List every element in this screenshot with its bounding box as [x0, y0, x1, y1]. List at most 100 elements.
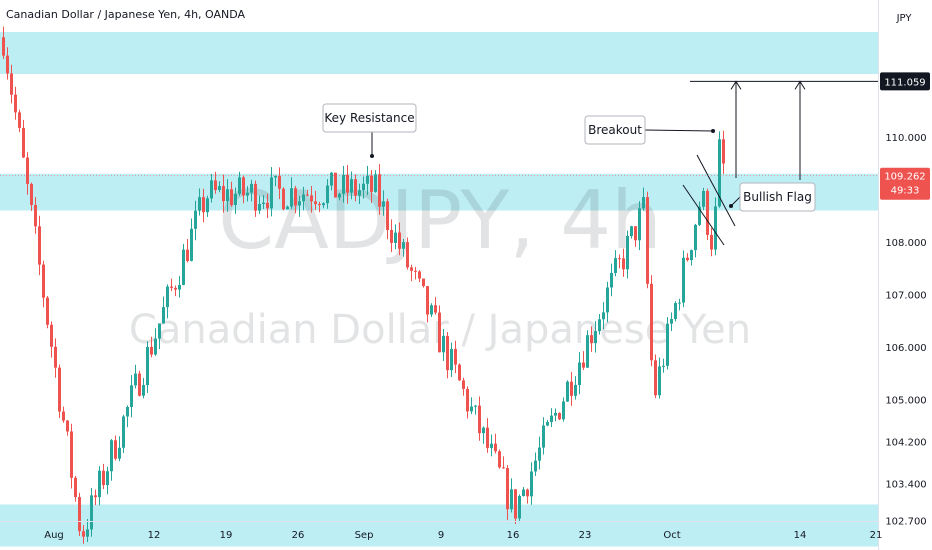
candle: [394, 224, 397, 250]
currency-label[interactable]: JPY: [896, 13, 913, 24]
candle: [378, 164, 381, 215]
candle: [290, 177, 293, 209]
candle: [670, 312, 673, 332]
candle: [178, 276, 181, 298]
zone-2: [0, 504, 878, 547]
candle: [658, 357, 661, 399]
candle: [626, 230, 629, 279]
candle: [270, 166, 273, 217]
zone-0: [0, 32, 878, 74]
candle: [598, 313, 601, 335]
candle: [6, 47, 9, 80]
time-tick-label: 19: [220, 530, 233, 541]
candle: [330, 171, 333, 191]
candle: [50, 321, 53, 358]
candle: [698, 201, 701, 227]
breakout-callout: Breakout: [584, 115, 715, 145]
candle: [550, 408, 553, 428]
candle: [530, 462, 533, 505]
candle: [18, 109, 21, 133]
candle: [630, 225, 633, 239]
price-tick-label: 110.000: [885, 133, 926, 144]
candle: [322, 202, 325, 209]
candle: [222, 174, 225, 213]
candle: [562, 397, 565, 422]
candle: [514, 488, 517, 524]
candle: [666, 317, 669, 370]
candle: [122, 414, 125, 454]
candle: [186, 239, 189, 263]
candle: [362, 176, 365, 199]
candle: [10, 64, 13, 104]
time-axis[interactable]: Aug 12 19 26 Sep 9 16 23 Oct 14 21: [0, 521, 882, 542]
candle: [582, 351, 585, 371]
candle: [202, 188, 205, 223]
candle: [266, 193, 269, 218]
candle: [482, 426, 485, 444]
candle: [402, 238, 405, 257]
candle: [14, 86, 17, 120]
candle: [538, 436, 541, 470]
candle: [614, 250, 617, 277]
candle: [286, 205, 289, 210]
candle: [594, 321, 597, 353]
candle: [262, 195, 265, 209]
candle: [370, 169, 373, 203]
candle: [246, 186, 249, 202]
price-tick-label: 107.000: [885, 291, 926, 302]
candle: [618, 254, 621, 269]
candle: [42, 260, 45, 308]
price-tick-label: 106.000: [885, 343, 926, 354]
candle: [278, 167, 281, 200]
candle: [142, 377, 145, 399]
candle: [386, 198, 389, 240]
candle: [646, 191, 649, 289]
time-tick-label: Aug: [44, 530, 64, 541]
candle: [150, 336, 153, 358]
candle: [146, 341, 149, 393]
candle: [398, 222, 401, 256]
candle: [214, 171, 217, 194]
candle: [382, 190, 385, 216]
candle: [554, 408, 557, 422]
candle: [114, 435, 117, 461]
candle: [134, 364, 137, 389]
bullish-flag-callout-label: Bullish Flag: [743, 190, 812, 204]
candle: [642, 187, 645, 211]
candle: [374, 170, 377, 193]
candle: [58, 364, 61, 419]
candle: [110, 438, 113, 481]
candle: [510, 478, 513, 513]
candle: [74, 475, 77, 502]
candle: [154, 328, 157, 356]
candle: [430, 303, 433, 317]
time-tick-label: 16: [507, 530, 520, 541]
candle: [182, 243, 185, 286]
candle: [350, 171, 353, 200]
candle: [218, 181, 221, 193]
candle: [718, 131, 721, 208]
time-tick-label: 14: [794, 530, 807, 541]
candle: [534, 452, 537, 476]
candle: [66, 419, 69, 436]
candle: [162, 296, 165, 324]
candle: [238, 171, 241, 197]
candle: [574, 376, 577, 400]
candle: [90, 488, 93, 537]
candle: [46, 295, 49, 329]
candle: [690, 249, 693, 266]
candle: [454, 340, 457, 374]
candle: [686, 253, 689, 262]
candle: [30, 182, 33, 211]
candle: [506, 465, 509, 521]
time-tick-label: Oct: [663, 530, 680, 541]
watermark-symbol: CADJPY, 4h: [218, 174, 662, 267]
candle: [166, 284, 169, 319]
candle: [94, 489, 97, 506]
candle: [26, 152, 29, 195]
level-price-tag: 111.059: [880, 72, 930, 91]
price-axis[interactable]: 110.000 108.000 107.000 106.000 105.000 104.2…: [878, 0, 931, 550]
candle: [486, 418, 489, 453]
